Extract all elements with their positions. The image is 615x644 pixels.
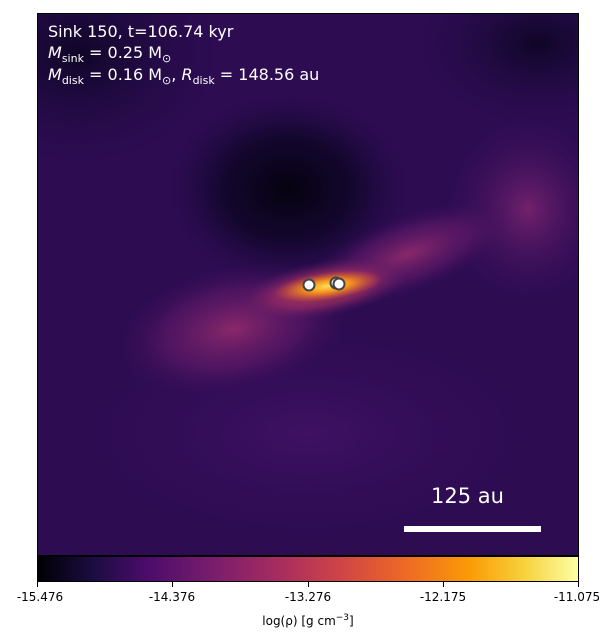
colorbar-tick <box>578 582 579 587</box>
colorbar-tick <box>443 582 444 587</box>
sink-marker <box>332 277 346 291</box>
outflow-cavity <box>168 94 408 284</box>
colorbar-tick-label: -13.276 <box>284 590 332 604</box>
colorbar-tick <box>172 582 173 587</box>
colorbar-tick <box>37 582 38 587</box>
sink-marker <box>302 278 316 292</box>
colorbar <box>37 556 579 582</box>
colorbar-label: log(ρ) [g cm−3] <box>262 613 354 628</box>
colorbar-tick-label: -11.075 <box>553 590 601 604</box>
colorbar-tick-label: -12.175 <box>419 590 467 604</box>
colorbar-tick-label: -14.376 <box>148 590 196 604</box>
disk-core <box>273 270 383 302</box>
colorbar-tick-label: -15.476 <box>16 590 64 604</box>
scalebar <box>404 526 541 532</box>
scalebar-label: 125 au <box>431 484 504 508</box>
sink-mass-annotation: Msink = 0.25 M⊙ <box>48 43 172 66</box>
sink-time-annotation: Sink 150, t=106.74 kyr <box>48 22 234 41</box>
density-field-image <box>38 14 578 555</box>
disk-annotation: Mdisk = 0.16 M⊙, Rdisk = 148.56 au <box>48 65 320 88</box>
density-map: Sink 150, t=106.74 kyr Msink = 0.25 M⊙ M… <box>37 13 579 556</box>
colorbar-tick <box>308 582 309 587</box>
